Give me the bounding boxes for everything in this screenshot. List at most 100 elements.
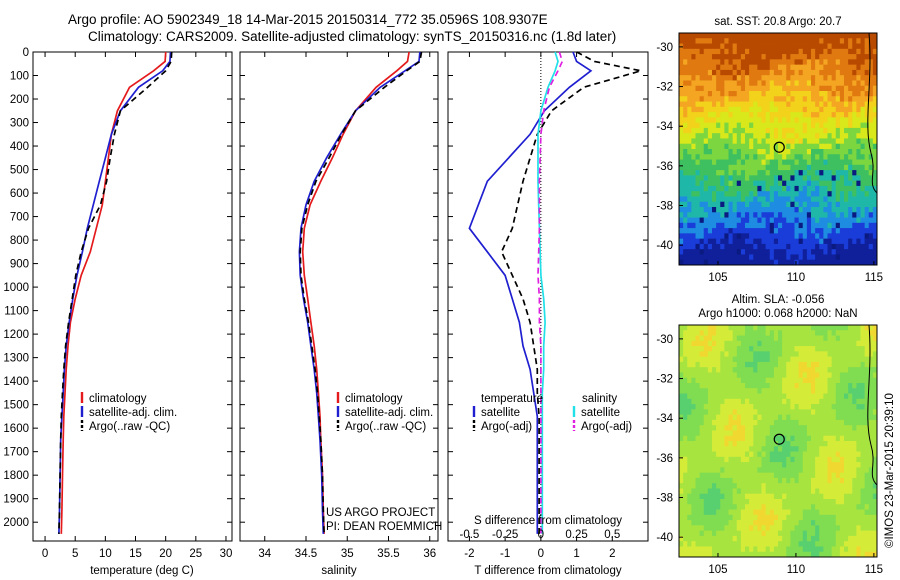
map-cell [716,64,721,71]
map-cell [778,404,783,410]
map-cell [720,106,725,113]
map-cell [844,398,849,405]
map-cell [856,217,861,224]
map-cell [872,180,878,187]
map-cell [856,259,861,266]
map-cell [703,335,709,342]
map-cell [844,488,849,495]
map-cell [679,106,684,113]
map-cell [848,346,853,352]
map-cell [802,196,808,203]
map-cell [732,477,738,484]
map-cell [749,164,754,171]
map-cell [844,419,849,426]
map-cell [724,488,729,495]
map-cell [802,509,808,516]
map-cell [794,185,800,192]
map-cell [835,530,841,537]
map-cell [802,330,808,336]
map-cell [819,191,824,197]
map-cell [811,159,816,166]
map-cell [724,212,729,218]
map-cell [761,325,767,331]
map-cell [716,446,721,452]
map-cell [823,361,828,368]
map-cell [864,85,870,92]
map-cell [703,133,709,139]
map-cell [679,546,684,553]
map-cell [757,85,762,92]
map-cell [753,101,758,108]
map-cell [716,112,721,118]
map-cell [736,335,742,342]
map-cell [703,541,709,547]
map-cell [716,196,721,203]
map-cell [749,340,754,347]
map-cell [823,191,828,197]
map-cell [765,75,771,81]
map-cell [732,196,738,203]
map-cell [720,91,725,97]
map-cell [724,170,729,176]
map-cell [790,499,795,505]
map-cell [815,351,820,358]
map-cell [844,127,849,134]
map-cell [852,133,857,139]
map-cell [839,138,845,145]
map-cell [724,335,729,342]
map-cell [769,75,775,81]
map-cell [732,170,738,176]
map-cell [736,493,742,500]
map-cell [757,446,762,452]
map-cell [716,520,721,526]
map-cell [798,64,804,71]
map-cell [872,325,878,331]
map-cell [872,520,878,526]
map-cell [716,122,721,129]
map-cell [868,340,874,347]
map-cell [794,43,800,50]
map-cell [848,101,853,108]
map-cell [844,425,849,431]
map-cell [695,164,701,171]
map-cell [831,530,837,537]
map-cell [839,196,845,203]
map-cell [872,80,878,87]
map-cell [823,414,828,421]
map-cell [765,425,771,431]
map-cell [765,212,771,218]
map-cell [823,451,828,458]
map-cell [811,419,816,426]
map-cell [761,170,767,176]
map-cell [798,335,804,342]
map-cell [778,361,783,368]
map-cell [745,446,750,452]
map-cell [757,196,762,203]
map-cell [687,335,692,342]
map-cell [794,509,800,516]
map-cell [691,170,696,176]
map-cell [691,383,696,389]
map-cell [757,325,762,331]
map-cell [679,85,684,92]
map-cell [802,185,808,192]
map-cell [732,59,738,66]
map-cell [835,477,841,484]
map-cell [732,383,738,389]
map-cell [724,398,729,405]
map-cell [811,372,816,379]
map-cell [815,425,820,431]
map-cell [864,228,870,234]
legend-label: Argo(..raw -QC) [345,421,426,433]
map-cell [749,351,754,358]
map-cell [848,356,853,363]
map-cell [691,462,696,468]
map-cell [835,96,841,102]
map-cell [712,117,717,124]
map-cell [872,127,878,134]
map-cell [712,207,717,213]
map-cell [749,504,754,510]
map-cell [806,330,812,336]
map-cell [848,238,853,245]
map-cell [798,38,804,44]
